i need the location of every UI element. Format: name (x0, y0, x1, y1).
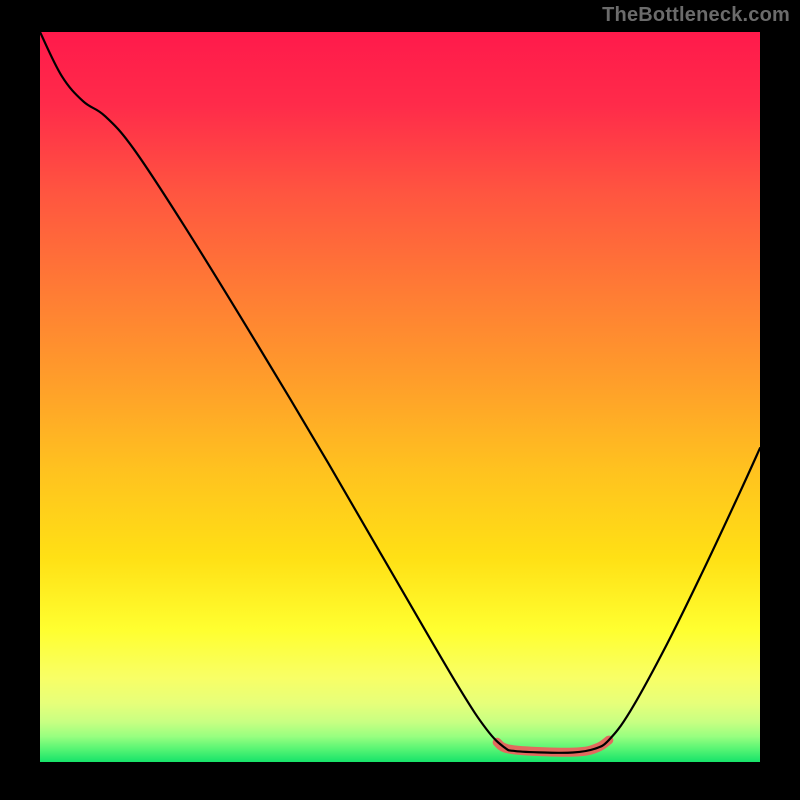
plot-background-gradient (40, 32, 760, 762)
watermark-text: TheBottleneck.com (602, 4, 790, 27)
chart-container: { "watermark": { "text": "TheBottleneck.… (0, 0, 800, 800)
bottleneck-chart (0, 0, 800, 800)
